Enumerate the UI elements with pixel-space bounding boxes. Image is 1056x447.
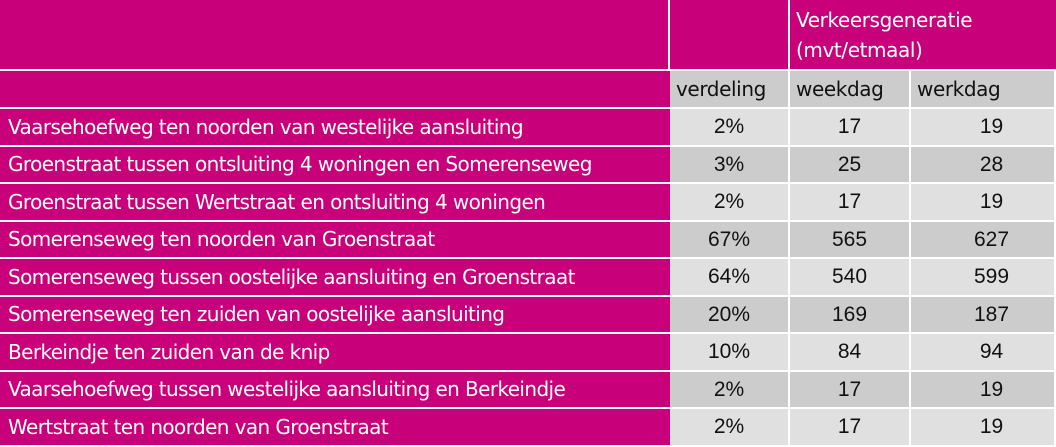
row-verdeling: 64% [670,259,790,297]
row-werkdag: 599 [911,259,1056,297]
row-verdeling: 2% [670,371,790,409]
column-header-weekdag: weekdag [790,71,911,109]
row-werkdag: 19 [911,184,1056,222]
column-header-location [0,71,670,109]
row-location: Berkeindje ten zuiden van de knip [0,334,670,372]
group-header-line2: (mvt/etmaal) [796,37,923,62]
row-werkdag: 627 [911,221,1056,259]
row-weekdag: 25 [790,146,911,184]
row-weekdag: 17 [790,371,911,409]
row-weekdag: 17 [790,409,911,447]
row-weekdag: 17 [790,184,911,222]
group-header-line1: Verkeersgeneratie [796,7,973,32]
row-location: Somerenseweg ten noorden van Groenstraat [0,221,670,259]
row-location: Groenstraat tussen ontsluiting 4 woninge… [0,146,670,184]
row-weekdag: 17 [790,109,911,147]
row-verdeling: 2% [670,409,790,447]
row-verdeling: 2% [670,184,790,222]
row-verdeling: 10% [670,334,790,372]
column-header-werkdag: werkdag [911,71,1056,109]
row-location: Vaarsehoefweg ten noorden van westelijke… [0,109,670,147]
row-verdeling: 3% [670,146,790,184]
row-location: Wertstraat ten noorden van Groenstraat [0,409,670,447]
row-location: Somerenseweg tussen oostelijke aansluiti… [0,259,670,297]
row-werkdag: 19 [911,109,1056,147]
group-header-verkeersgeneratie: Verkeersgeneratie (mvt/etmaal) [790,0,1056,71]
header-corner-cell [0,0,670,71]
row-werkdag: 187 [911,296,1056,334]
row-verdeling: 67% [670,221,790,259]
row-weekdag: 565 [790,221,911,259]
column-header-verdeling: verdeling [670,71,790,109]
row-location: Groenstraat tussen Wertstraat en ontslui… [0,184,670,222]
row-location: Vaarsehoefweg tussen westelijke aansluit… [0,371,670,409]
row-verdeling: 20% [670,296,790,334]
header-verdeling-blank-cell [670,0,790,71]
row-weekdag: 169 [790,296,911,334]
row-verdeling: 2% [670,109,790,147]
row-werkdag: 28 [911,146,1056,184]
row-werkdag: 94 [911,334,1056,372]
row-werkdag: 19 [911,409,1056,447]
row-weekdag: 540 [790,259,911,297]
row-werkdag: 19 [911,371,1056,409]
row-weekdag: 84 [790,334,911,372]
row-location: Somerenseweg ten zuiden van oostelijke a… [0,296,670,334]
